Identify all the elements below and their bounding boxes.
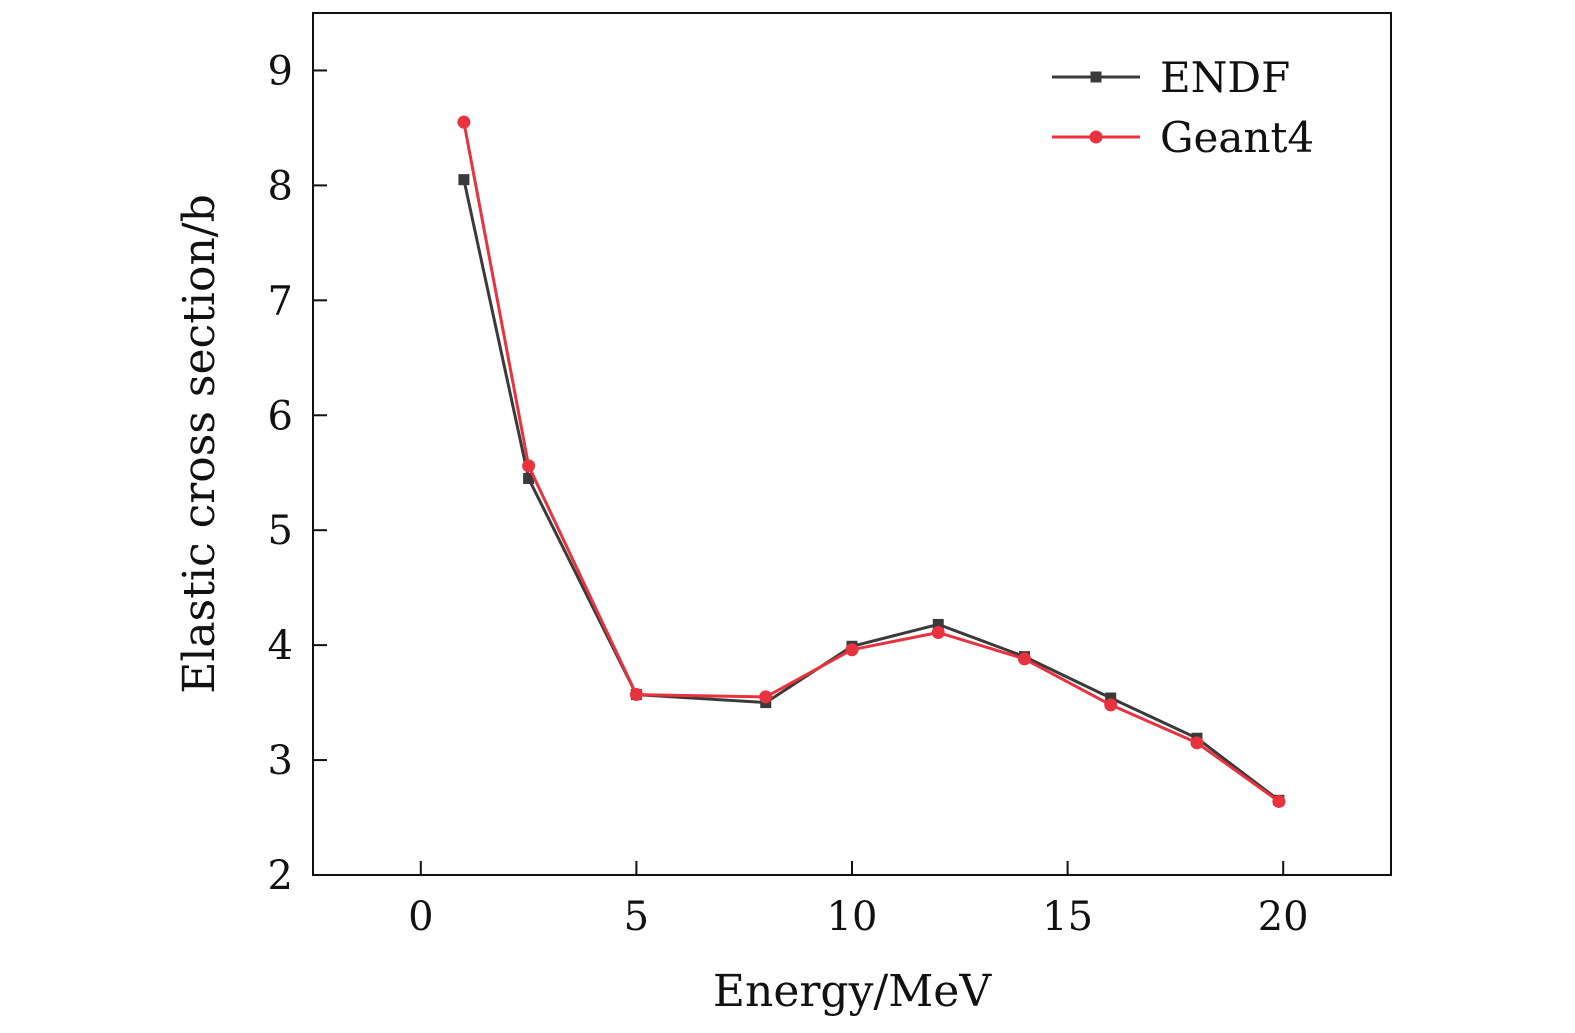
y-tick-label: 7 <box>268 278 293 324</box>
y-axis: 2 3 4 5 6 7 8 9 <box>268 48 327 899</box>
series-line-geant4 <box>462 121 1280 803</box>
data-point-endf <box>458 174 470 186</box>
series-line-endf <box>462 179 1280 802</box>
legend-label-geant4: Geant4 <box>1160 113 1314 162</box>
legend: ENDF Geant4 <box>1052 53 1314 162</box>
y-tick-label: 2 <box>268 853 293 899</box>
x-axis: 0 5 10 15 20 <box>408 861 1309 940</box>
data-point-geant4 <box>1104 698 1118 712</box>
data-point-endf <box>932 618 944 630</box>
y-tick-label: 6 <box>268 393 293 439</box>
legend-marker-endf <box>1090 71 1102 83</box>
data-point-geant4 <box>457 115 471 129</box>
data-point-endf <box>1105 692 1117 704</box>
data-point-geant4 <box>1190 736 1204 750</box>
data-point-geant4 <box>845 643 859 657</box>
x-tick-label: 10 <box>827 894 878 940</box>
x-tick-label: 0 <box>408 894 433 940</box>
data-point-geant4 <box>931 625 945 639</box>
data-point-geant4 <box>1017 652 1031 666</box>
data-point-geant4 <box>759 690 773 704</box>
y-tick-label: 4 <box>268 623 293 669</box>
legend-marker-geant4 <box>1089 130 1103 144</box>
y-tick-label: 9 <box>268 48 293 94</box>
data-point-geant4 <box>629 688 643 702</box>
x-axis-title: Energy/MeV <box>713 966 992 1017</box>
y-tick-label: 3 <box>268 738 293 784</box>
x-tick-label: 15 <box>1042 894 1093 940</box>
y-tick-label: 5 <box>268 508 293 554</box>
x-tick-label: 20 <box>1258 894 1309 940</box>
y-tick-label: 8 <box>268 163 293 209</box>
series-layer <box>457 115 1286 808</box>
data-point-endf <box>523 472 535 484</box>
data-point-geant4 <box>1272 794 1286 808</box>
x-tick-label: 5 <box>624 894 649 940</box>
y-axis-title: Elastic cross section/b <box>174 194 225 694</box>
data-point-geant4 <box>522 459 536 473</box>
legend-label-endf: ENDF <box>1160 53 1290 102</box>
